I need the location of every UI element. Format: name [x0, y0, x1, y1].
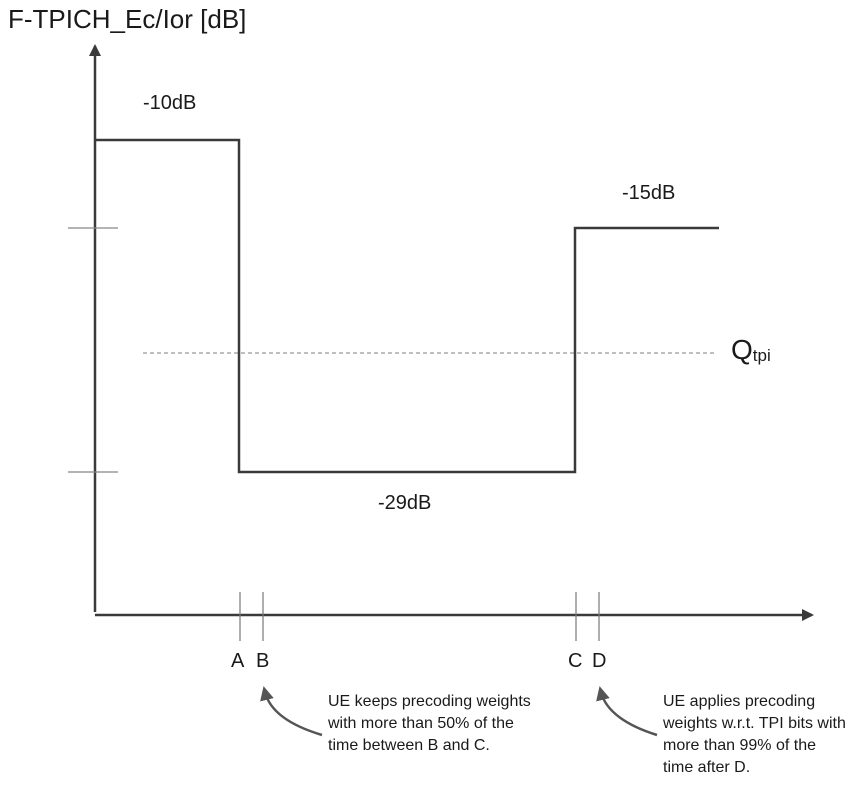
threshold-subscript: tpi: [752, 346, 771, 365]
annotation-right: UE applies precoding weights w.r.t. TPI …: [663, 693, 846, 776]
annotation-left: UE keeps precoding weights with more tha…: [328, 693, 531, 754]
level-label-high: -10dB: [143, 92, 197, 114]
level-label-mid: -15dB: [622, 182, 676, 204]
marker-label-d: D: [592, 650, 607, 672]
level-label-low: -29dB: [378, 492, 432, 514]
arrow-to-b: [260, 686, 323, 737]
marker-label-b: B: [256, 650, 270, 672]
y-axis-label: F-TPICH_Ec/Ior [dB]: [8, 4, 247, 34]
arrow-to-d: [596, 686, 658, 737]
marker-label-a: A: [231, 650, 245, 672]
signal-curve: [95, 138, 719, 474]
threshold-symbol: Q: [731, 334, 753, 365]
threshold-label: Qtpi: [731, 334, 771, 366]
marker-label-c: C: [568, 650, 583, 672]
